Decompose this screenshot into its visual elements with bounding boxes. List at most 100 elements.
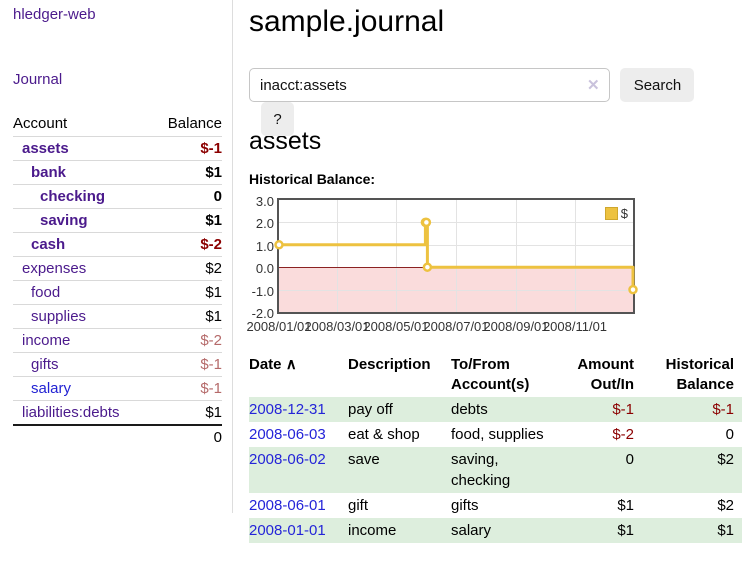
register-header-row: Date ∧ Description To/From Account(s) Am… (249, 353, 742, 397)
transaction-row: 2008-01-01 income salary $1 $1 (249, 518, 742, 543)
y-tick-label: -2.0 (251, 306, 274, 321)
transaction-row: 2008-12-31 pay off debts $-1 $-1 (249, 397, 742, 422)
y-tick-label: 0.0 (255, 261, 274, 276)
transaction-date-link[interactable]: 2008-06-03 (249, 426, 326, 443)
account-link-assets[interactable]: assets (22, 139, 69, 157)
account-link-bank[interactable]: bank (31, 163, 67, 181)
transaction-description: pay off (348, 401, 393, 418)
search-form: ✕ Search ? (249, 68, 742, 136)
account-row: saving $1 (13, 207, 222, 232)
description-column-header: Description (348, 356, 431, 373)
legend-swatch-icon (604, 207, 618, 220)
transaction-balance: $2 (717, 451, 734, 468)
transaction-accounts: debts (451, 401, 488, 418)
account-row: gifts $-1 (13, 351, 222, 376)
transaction-amount: 0 (625, 451, 634, 468)
amount-column-header: Amount Out/In (577, 356, 634, 393)
account-link-cash[interactable]: cash (31, 235, 66, 253)
account-column-header: Account (13, 115, 68, 133)
chart-legend: $ (603, 205, 629, 222)
transaction-accounts: salary (451, 522, 492, 539)
transaction-description: income (348, 522, 397, 539)
search-button[interactable]: Search (620, 68, 695, 102)
transaction-amount: $-2 (612, 426, 634, 443)
register-table: Date ∧ Description To/From Account(s) Am… (249, 353, 742, 543)
main-content: sample.journal ✕ Search ? assets Histori… (246, 0, 742, 543)
transaction-accounts: gifts (451, 497, 479, 514)
sidebar-item-journal[interactable]: Journal (13, 71, 63, 88)
y-tick-label: -1.0 (251, 284, 274, 299)
account-balance: $2 (151, 255, 222, 280)
tofrom-column-header: To/From Account(s) (451, 356, 530, 393)
account-balance: $-1 (151, 375, 222, 400)
sidebar: hledger-web Journal Account Balance asse… (0, 0, 233, 513)
x-tick-label: 2008/05/01 (363, 319, 429, 334)
x-tick-label: 2008/09/01 (483, 319, 549, 334)
account-row: expenses $2 (13, 255, 222, 280)
account-link-liabilities-debts[interactable]: liabilities:debts (22, 403, 120, 421)
account-row: income $-2 (13, 327, 222, 352)
account-link-checking[interactable]: checking (40, 187, 106, 205)
account-link-salary[interactable]: salary (31, 379, 72, 397)
balance-column-header: Historical Balance (665, 356, 734, 393)
account-row: checking 0 (13, 183, 222, 208)
account-balance: $1 (151, 279, 222, 304)
account-row: supplies $1 (13, 303, 222, 328)
transaction-balance: 0 (725, 426, 734, 443)
transaction-description: eat & shop (348, 426, 420, 443)
account-balance: $-2 (151, 231, 222, 256)
transaction-balance: $2 (717, 497, 734, 514)
transaction-row: 2008-06-01 gift gifts $1 $2 (249, 493, 742, 518)
app-brand-link[interactable]: hledger-web (13, 6, 96, 23)
clear-search-icon[interactable]: ✕ (587, 77, 600, 94)
transaction-date-link[interactable]: 2008-01-01 (249, 522, 326, 539)
transaction-row: 2008-06-02 save saving, checking 0 $2 (249, 447, 742, 493)
sort-ascending-icon: ∧ (285, 356, 297, 373)
transaction-balance: $-1 (712, 401, 734, 418)
account-balance: $1 (151, 399, 222, 425)
y-tick-label: 3.0 (255, 194, 274, 209)
account-link-gifts[interactable]: gifts (31, 355, 59, 373)
account-row: salary $-1 (13, 375, 222, 400)
balance-series-line (274, 217, 638, 295)
account-link-expenses[interactable]: expenses (22, 259, 87, 277)
accounts-total-row: 0 (13, 423, 222, 449)
transaction-date-link[interactable]: 2008-12-31 (249, 401, 326, 418)
date-column-header[interactable]: Date ∧ (249, 356, 297, 373)
account-link-saving[interactable]: saving (40, 211, 88, 229)
help-button[interactable]: ? (261, 102, 294, 136)
chart-label: Historical Balance: (249, 171, 376, 187)
x-tick-label: 2008/03/01 (304, 319, 370, 334)
x-tick-label: 2008/07/01 (423, 319, 489, 334)
account-row: cash $-2 (13, 231, 222, 256)
transaction-amount: $1 (617, 497, 634, 514)
legend-label: $ (620, 206, 628, 221)
accounts-table: Account Balance assets $-1 bank $1 check… (13, 112, 222, 449)
transaction-date-link[interactable]: 2008-06-02 (249, 451, 326, 468)
account-heading: assets (249, 127, 322, 155)
x-tick-label: 2008/01/01 (246, 319, 312, 334)
chart-plot-area: $ (274, 198, 638, 314)
account-balance: $-1 (151, 135, 222, 160)
account-balance: 0 (151, 183, 222, 208)
transaction-row: 2008-06-03 eat & shop food, supplies $-2… (249, 422, 742, 447)
page-title: sample.journal (249, 5, 445, 38)
search-input[interactable] (249, 68, 610, 102)
account-link-food[interactable]: food (31, 283, 61, 301)
account-link-supplies[interactable]: supplies (31, 307, 87, 325)
transaction-balance: $1 (717, 522, 734, 539)
transaction-description: gift (348, 497, 369, 514)
transaction-description: save (348, 451, 380, 468)
transaction-accounts: saving, checking (451, 451, 511, 489)
historical-balance-chart: 3.0 2.0 1.0 0.0 -1.0 -2.0 (246, 194, 742, 336)
transaction-amount: $1 (617, 522, 634, 539)
account-balance: $-2 (151, 327, 222, 352)
x-tick-label: 2008/11/01 (542, 319, 608, 334)
account-balance: $-1 (151, 351, 222, 376)
account-balance: $1 (151, 207, 222, 232)
transaction-date-link[interactable]: 2008-06-01 (249, 497, 326, 514)
account-row: food $1 (13, 279, 222, 304)
account-balance: $1 (151, 303, 222, 328)
transaction-accounts: food, supplies (451, 426, 544, 443)
account-link-income[interactable]: income (22, 331, 71, 349)
